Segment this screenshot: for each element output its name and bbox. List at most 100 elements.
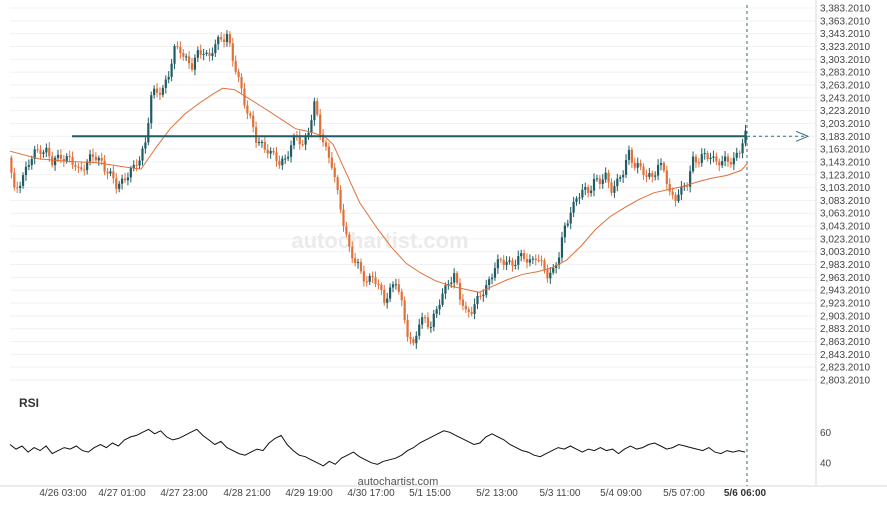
candle-body [88, 154, 92, 162]
candle-body [584, 187, 587, 190]
candle-body [190, 63, 194, 70]
candle-body [485, 285, 488, 295]
price-tick-label: 2,883.2010 [820, 324, 870, 335]
candle-body [514, 264, 517, 266]
candle-body [665, 170, 668, 184]
candle-body [225, 34, 229, 43]
price-tick-label: 3,383.2010 [820, 4, 870, 15]
candle-body [208, 52, 211, 57]
candle-body [476, 295, 479, 305]
candle-body [712, 156, 715, 158]
time-tick-label: 5/4 09:00 [600, 488, 642, 499]
candle-body [412, 339, 415, 344]
candle-body [633, 162, 636, 168]
candle-body [464, 305, 467, 310]
candle-body [222, 39, 226, 43]
candle-body [473, 304, 476, 314]
candle-body [686, 185, 689, 187]
candle-body [709, 157, 712, 160]
candle-body [656, 164, 660, 176]
candle-body [185, 56, 188, 58]
candle-body [109, 171, 112, 174]
candle-body [112, 171, 115, 179]
candle-body [587, 187, 590, 193]
candle-body [732, 157, 735, 165]
price-tick-label: 3,363.2010 [820, 16, 870, 27]
candle-body [444, 285, 447, 294]
candle-body [601, 179, 604, 185]
candle-body [83, 169, 86, 171]
candle-body [132, 164, 135, 169]
candle-body [589, 190, 593, 193]
price-tick-label: 3,303.2010 [820, 55, 870, 66]
price-tick-label: 3,043.2010 [820, 222, 870, 233]
candle-body [348, 234, 351, 247]
candle-body [598, 178, 601, 185]
candle-body [438, 304, 441, 310]
candle-body [575, 198, 578, 202]
candle-body [42, 152, 45, 154]
candle-body [723, 156, 727, 162]
candle-body [394, 284, 398, 286]
candle-body [304, 135, 307, 145]
candle-body [170, 63, 173, 77]
candle-body [648, 173, 651, 177]
candle-body [266, 149, 269, 154]
candle-body [555, 264, 558, 268]
candle-body [461, 299, 465, 306]
time-tick-label: 4/28 21:00 [223, 488, 271, 499]
candle-body [301, 144, 304, 146]
candle-body [418, 324, 421, 336]
candle-body [80, 167, 83, 170]
candle-body [77, 166, 80, 168]
time-tick-label: 5/5 07:00 [663, 488, 705, 499]
candle-body [120, 178, 124, 184]
candle-body [546, 269, 549, 279]
candle-body [400, 291, 403, 301]
candle-body [74, 164, 77, 167]
price-tick-label: 3,063.2010 [820, 209, 870, 220]
candle-body [534, 258, 537, 261]
candle-body [622, 174, 625, 178]
candle-body [659, 163, 663, 165]
time-tick-label: 4/30 17:00 [347, 488, 395, 499]
candle-body [167, 76, 170, 80]
candle-body [706, 153, 709, 160]
candle-body [619, 177, 622, 179]
candle-body [406, 319, 409, 337]
candle-body [651, 173, 654, 177]
rsi-line [9, 428, 746, 467]
candle-body [450, 282, 453, 284]
candle-body [202, 54, 205, 56]
price-tick-label: 2,903.2010 [820, 311, 870, 322]
candle-body [272, 150, 275, 153]
candle-body [520, 253, 523, 257]
price-tick-label: 2,823.2010 [820, 363, 870, 374]
candle-body [260, 141, 264, 143]
candle-body [220, 37, 223, 40]
price-tick-label: 2,943.2010 [820, 286, 870, 297]
price-tick-label: 2,863.2010 [820, 337, 870, 348]
candle-body [336, 177, 339, 190]
projection-arrow-icon [795, 130, 810, 142]
candle-body [715, 156, 718, 162]
candle-body [531, 258, 534, 260]
price-tick-label: 3,103.2010 [820, 183, 870, 194]
candle-body [607, 172, 610, 183]
candle-body [173, 46, 176, 64]
candle-body [287, 156, 290, 159]
candle-body [68, 156, 71, 158]
time-tick-label: 4/27 01:00 [98, 488, 146, 499]
candle-body [627, 149, 631, 160]
price-tick-label: 3,023.2010 [820, 234, 870, 245]
candle-body [193, 57, 197, 70]
candle-body [298, 136, 301, 145]
candle-body [243, 88, 246, 106]
candle-body [490, 277, 494, 280]
candle-body [505, 261, 508, 265]
candle-body [569, 212, 572, 224]
rsi-tick-label: 40 [820, 458, 832, 469]
candle-body [319, 114, 322, 135]
candle-body [482, 294, 485, 297]
